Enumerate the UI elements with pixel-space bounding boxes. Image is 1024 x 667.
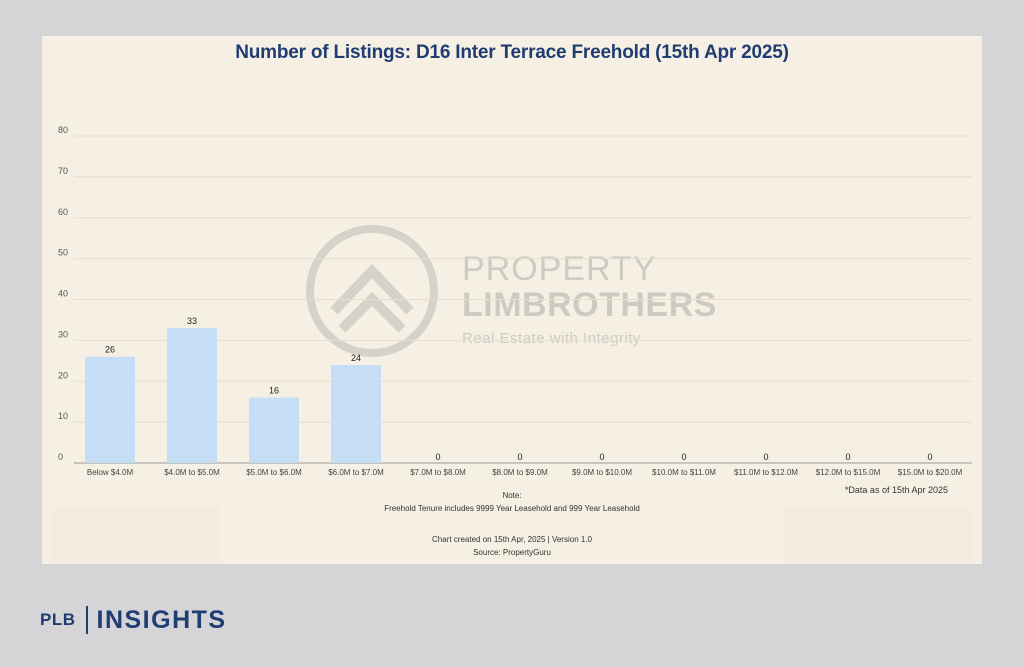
brand-logo: PLB INSIGHTS <box>40 604 227 636</box>
note-body: Freehold Tenure includes 9999 Year Lease… <box>384 504 640 513</box>
note-heading: Note: <box>502 491 522 500</box>
bar-chart: 0 10 20 30 40 50 60 70 80 26 Below $4.0M 33 $4.0M to… <box>58 125 972 477</box>
y-tick-label: 40 <box>58 289 68 299</box>
y-tick-label: 50 <box>58 248 68 258</box>
x-tick-label: $5.0M to $6.0M <box>246 468 302 477</box>
brand-insights: INSIGHTS <box>96 605 227 634</box>
bar <box>249 397 299 463</box>
created-note: Chart created on 15th Apr, 2025 | Versio… <box>432 535 592 544</box>
y-tick-label: 70 <box>58 166 68 176</box>
x-tick-label: $15.0M to $20.0M <box>898 468 963 477</box>
y-tick-label: 10 <box>58 411 68 421</box>
watermark-line1: PROPERTY <box>462 250 657 288</box>
data-label: 26 <box>105 345 115 355</box>
data-label: 24 <box>351 353 361 363</box>
x-tick-label: $10.0M to $11.0M <box>652 468 716 477</box>
y-tick-label: 30 <box>58 329 68 339</box>
x-tick-label: Below $4.0M <box>87 468 134 477</box>
data-label: 33 <box>187 316 197 326</box>
chart-title: Number of Listings: D16 Inter Terrace Fr… <box>235 42 789 63</box>
watermark-line3: Real Estate with Integrity <box>462 330 641 347</box>
bar <box>85 356 135 463</box>
data-label: 0 <box>927 452 932 462</box>
x-tick-label: $7.0M to $8.0M <box>410 468 466 477</box>
footer-shade-left <box>50 506 220 562</box>
y-tick-label: 0 <box>58 452 63 462</box>
data-label: 0 <box>763 452 768 462</box>
data-label: 16 <box>269 386 279 396</box>
bar <box>167 328 217 463</box>
data-label: 0 <box>845 452 850 462</box>
bar <box>331 364 381 463</box>
x-tick-label: $12.0M to $15.0M <box>816 468 881 477</box>
brand-divider <box>85 606 88 634</box>
data-asof-note: *Data as of 15th Apr 2025 <box>844 485 948 495</box>
x-tick-label: $8.0M to $9.0M <box>492 468 548 477</box>
brand-plb: PLB <box>40 610 76 629</box>
y-tick-label: 60 <box>58 207 68 217</box>
data-label: 0 <box>681 452 686 462</box>
chart-panel: PROPERTY LIMBROTHERS Real Estate with In… <box>42 36 982 564</box>
footer-shade-right <box>784 506 974 562</box>
watermark-line2: LIMBROTHERS <box>462 286 717 324</box>
data-label: 0 <box>599 452 604 462</box>
x-tick-label: $9.0M to $10.0M <box>572 468 632 477</box>
data-label: 0 <box>435 452 440 462</box>
x-tick-label: $11.0M to $12.0M <box>734 468 798 477</box>
data-label: 0 <box>517 452 522 462</box>
x-tick-label: $4.0M to $5.0M <box>164 468 220 477</box>
x-tick-label: $6.0M to $7.0M <box>328 468 384 477</box>
y-tick-label: 20 <box>58 370 68 380</box>
y-tick-label: 80 <box>58 125 68 135</box>
source-note: Source: PropertyGuru <box>473 548 551 557</box>
